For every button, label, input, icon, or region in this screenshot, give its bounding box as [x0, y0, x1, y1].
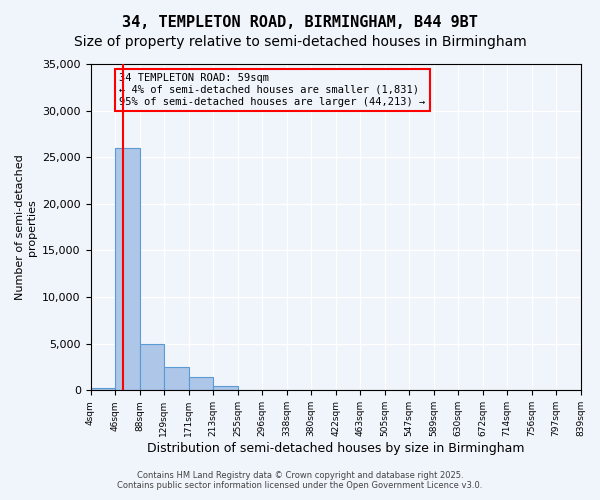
Bar [140, 344, 164, 390]
Bar [91, 388, 115, 390]
Bar [115, 148, 140, 390]
Text: Size of property relative to semi-detached houses in Birmingham: Size of property relative to semi-detach… [74, 35, 526, 49]
Y-axis label: Number of semi-detached
properties: Number of semi-detached properties [15, 154, 37, 300]
Bar [213, 386, 238, 390]
Bar [164, 367, 188, 390]
Text: 34, TEMPLETON ROAD, BIRMINGHAM, B44 9BT: 34, TEMPLETON ROAD, BIRMINGHAM, B44 9BT [122, 15, 478, 30]
X-axis label: Distribution of semi-detached houses by size in Birmingham: Distribution of semi-detached houses by … [147, 442, 524, 455]
Bar [188, 378, 213, 390]
Text: Contains HM Land Registry data © Crown copyright and database right 2025.
Contai: Contains HM Land Registry data © Crown c… [118, 470, 482, 490]
Text: 34 TEMPLETON ROAD: 59sqm
← 4% of semi-detached houses are smaller (1,831)
95% of: 34 TEMPLETON ROAD: 59sqm ← 4% of semi-de… [119, 74, 425, 106]
